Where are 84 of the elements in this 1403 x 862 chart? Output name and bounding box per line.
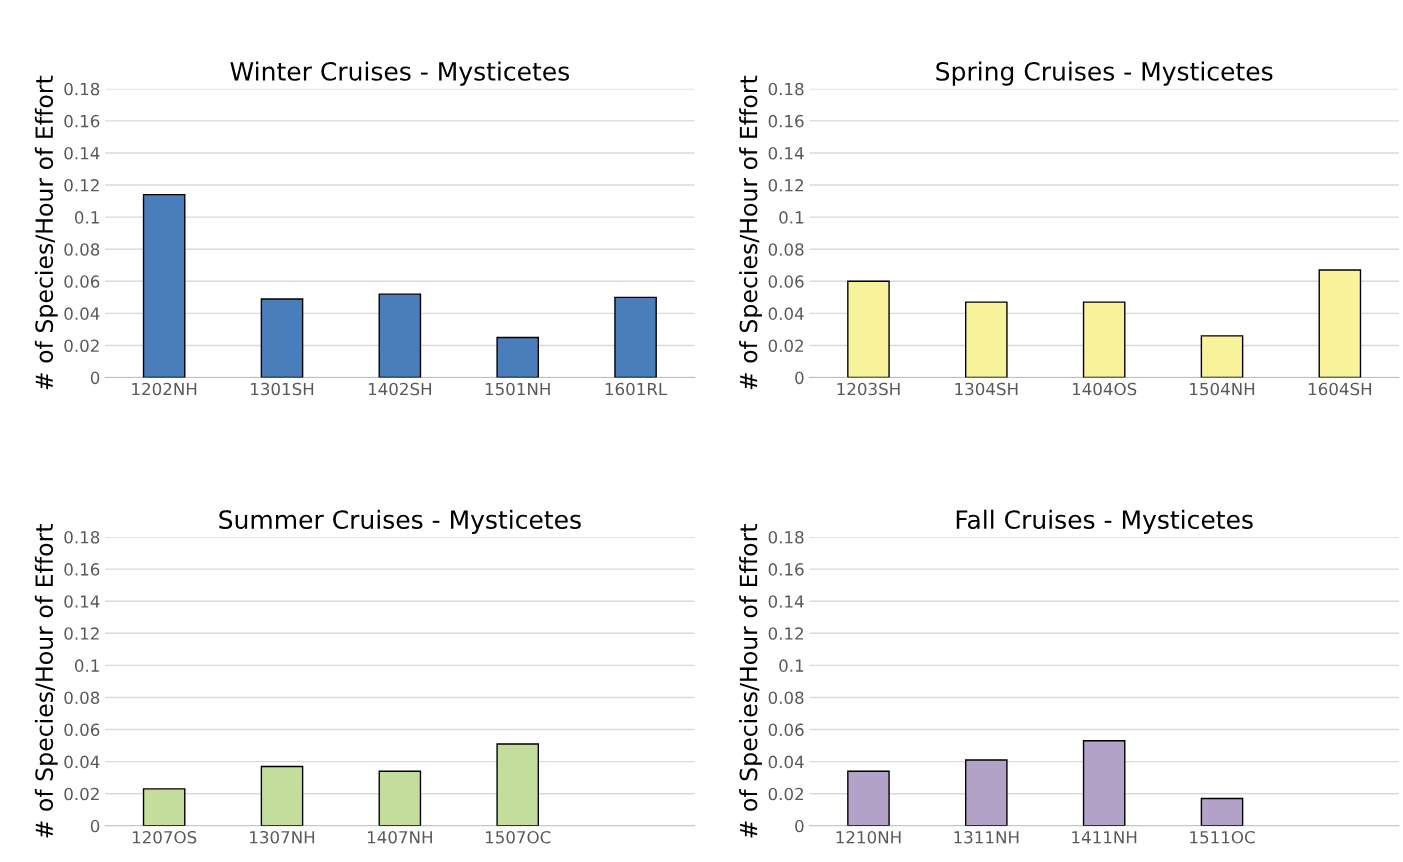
x-tick-label: 1404OS bbox=[1072, 382, 1137, 396]
y-tick-label: 0 bbox=[795, 819, 804, 833]
bar bbox=[1082, 740, 1126, 826]
chart-title: Spring Cruises - Mysticetes bbox=[936, 61, 1273, 86]
y-tick-label: 0.06 bbox=[64, 275, 100, 288]
y-tick-label: 0.18 bbox=[64, 530, 100, 544]
bar bbox=[847, 280, 890, 378]
x-tick-label: 1604SH bbox=[1308, 382, 1371, 396]
x-tick-label: 1202NH bbox=[132, 382, 197, 396]
y-tick-label: 0.06 bbox=[64, 723, 100, 737]
bar bbox=[260, 765, 304, 826]
y-tick-label: 0.18 bbox=[768, 82, 804, 96]
y-tick-label: 0.08 bbox=[64, 691, 100, 705]
y-tick-label: 0.18 bbox=[64, 82, 100, 96]
y-tick-label: 0.16 bbox=[768, 563, 804, 576]
y-tick-label: 0.1 bbox=[779, 659, 804, 672]
y-tick-label: 0.04 bbox=[768, 307, 804, 320]
y-tick-label: 0.14 bbox=[768, 595, 804, 608]
bar bbox=[1200, 797, 1244, 826]
x-tick-label: 1407NH bbox=[367, 830, 432, 844]
bar bbox=[260, 298, 304, 378]
y-tick-label: 0.08 bbox=[768, 243, 804, 256]
x-tick-label: 1207OS bbox=[132, 830, 197, 844]
y-axis-title: # of Species/Hour of Effort bbox=[739, 75, 762, 390]
y-tick-label: 0.14 bbox=[64, 595, 100, 608]
x-tick-label: 1301SH bbox=[251, 382, 314, 396]
y-tick-label: 0.02 bbox=[768, 787, 803, 801]
x-tick-label: 1507OC bbox=[485, 830, 551, 844]
y-axis-title: # of Species/Hour of Effort bbox=[34, 75, 58, 390]
bar bbox=[964, 301, 1008, 378]
y-tick-label: 0.06 bbox=[768, 275, 804, 288]
chart-title: Fall Cruises - Mysticetes bbox=[956, 509, 1253, 534]
x-tick-label: 1601RL bbox=[605, 382, 668, 396]
y-tick-label: 0.08 bbox=[768, 691, 804, 705]
x-tick-label: 1501NH bbox=[485, 382, 550, 396]
x-tick-label: 1402SH bbox=[368, 382, 431, 396]
y-tick-label: 0 bbox=[90, 819, 100, 833]
y-tick-label: 0.1 bbox=[779, 211, 804, 224]
y-tick-label: 0.02 bbox=[768, 339, 803, 353]
y-tick-label: 0.06 bbox=[768, 723, 804, 737]
bar bbox=[847, 770, 890, 826]
y-tick-label: 0.04 bbox=[768, 755, 804, 769]
x-tick-label: 1203SH bbox=[837, 382, 900, 396]
y-tick-label: 0.14 bbox=[768, 146, 804, 160]
chart-title: Summer Cruises - Mysticetes bbox=[219, 509, 581, 534]
y-tick-label: 0.02 bbox=[64, 787, 99, 801]
y-tick-label: 0.04 bbox=[64, 755, 100, 769]
y-tick-label: 0.18 bbox=[768, 530, 804, 544]
y-tick-label: 0 bbox=[90, 371, 100, 385]
y-tick-label: 0.1 bbox=[74, 659, 99, 672]
bar bbox=[1200, 335, 1244, 378]
y-tick-label: 0.16 bbox=[768, 114, 804, 128]
y-tick-label: 0.08 bbox=[64, 243, 100, 256]
bar bbox=[378, 770, 422, 826]
y-tick-label: 0 bbox=[795, 371, 804, 385]
bar bbox=[964, 759, 1008, 826]
y-tick-label: 0.12 bbox=[64, 179, 99, 192]
x-tick-label: 1511OC bbox=[1190, 830, 1255, 844]
y-axis-title: # of Species/Hour of Effort bbox=[739, 523, 762, 838]
x-tick-label: 1504NH bbox=[1190, 382, 1255, 396]
y-axis-title: # of Species/Hour of Effort bbox=[34, 523, 58, 838]
bar bbox=[142, 788, 186, 826]
bar bbox=[614, 296, 657, 378]
chart-title: Winter Cruises - Mysticetes bbox=[230, 61, 569, 86]
y-tick-label: 0.04 bbox=[64, 307, 100, 320]
x-tick-label: 1210NH bbox=[836, 830, 901, 844]
x-tick-label: 1304SH bbox=[955, 382, 1018, 396]
bar bbox=[378, 293, 422, 378]
y-tick-label: 0.16 bbox=[64, 563, 100, 576]
bar bbox=[1082, 301, 1126, 378]
y-tick-label: 0.12 bbox=[64, 627, 99, 640]
bar bbox=[496, 743, 540, 826]
x-tick-label: 1307NH bbox=[250, 830, 315, 844]
y-tick-label: 0.14 bbox=[64, 146, 100, 160]
x-tick-label: 1311NH bbox=[954, 830, 1019, 844]
y-tick-label: 0.12 bbox=[768, 179, 803, 192]
bar bbox=[496, 336, 540, 378]
x-tick-label: 1411NH bbox=[1072, 831, 1137, 844]
y-tick-label: 0.12 bbox=[768, 627, 803, 640]
y-tick-label: 0.1 bbox=[74, 211, 99, 224]
bar bbox=[1318, 269, 1362, 378]
bar bbox=[142, 193, 186, 378]
y-tick-label: 0.16 bbox=[64, 114, 100, 128]
y-tick-label: 0.02 bbox=[64, 339, 99, 353]
